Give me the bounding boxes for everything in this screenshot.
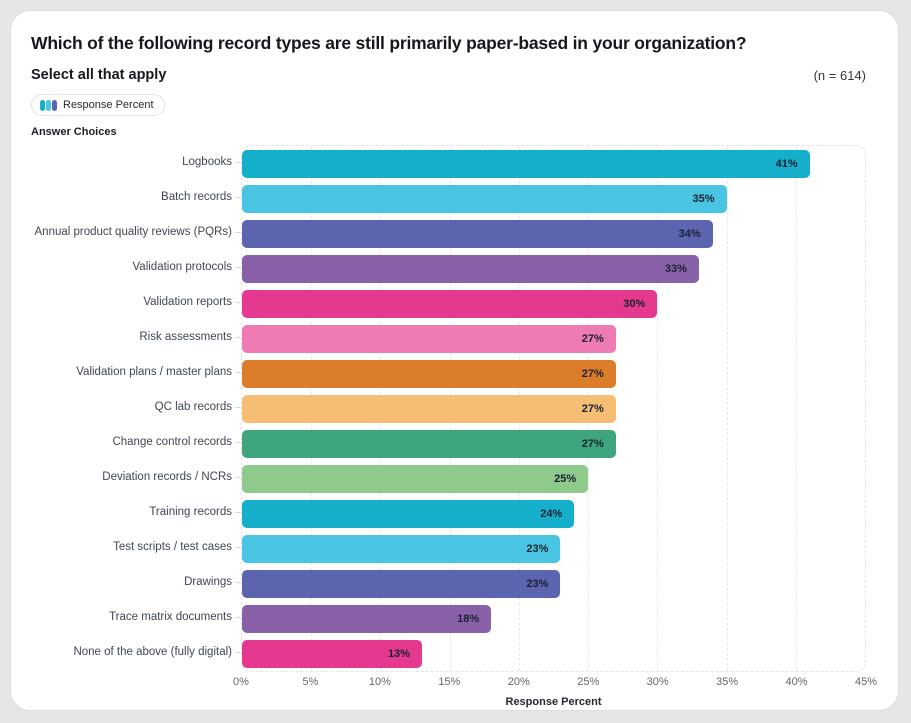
chart-body: Logbooks Batch records Annual product qual… [31, 145, 866, 672]
x-axis-title-spacer [31, 696, 241, 708]
sample-size: (n = 614) [813, 68, 866, 83]
gridline [795, 146, 797, 671]
bar-value-label: 30% [623, 297, 646, 310]
bar-row: 24% [242, 496, 865, 531]
category-label: None of the above (fully digital) [31, 635, 241, 670]
x-tick-label: 30% [646, 676, 669, 688]
x-axis-title: Response Percent [505, 696, 602, 708]
x-tick-label: 20% [507, 676, 530, 688]
x-tick-label: 25% [577, 676, 600, 688]
bar-value-label: 13% [387, 647, 410, 660]
bar-row: 30% [242, 286, 865, 321]
bar: 24% [242, 499, 575, 528]
bar: 35% [242, 184, 727, 213]
bar: 30% [242, 289, 658, 318]
x-axis: 0% 5% 10% 15% 20% 25% 30% 35% 40% 45% [31, 676, 877, 690]
bar-row: 33% [242, 251, 865, 286]
legend-icon-bar [40, 99, 45, 111]
category-label: Test scripts / test cases [31, 530, 241, 565]
category-label: Change control records [31, 425, 241, 460]
bar-chart: Logbooks Batch records Annual product qual… [31, 145, 877, 708]
x-axis-spacer [31, 676, 241, 690]
bar-row: 23% [242, 531, 865, 566]
bar-row: 23% [242, 566, 865, 601]
chart-title: Which of the following record types are … [31, 33, 747, 53]
bar-row: 27% [242, 426, 865, 461]
gridline [726, 146, 728, 671]
bar: 34% [242, 219, 713, 248]
category-label: Validation reports [31, 285, 241, 320]
x-axis-ticks: 0% 5% 10% 15% 20% 25% 30% 35% 40% 45% [233, 676, 877, 690]
chart-subtitle: Select all that apply [31, 67, 167, 83]
category-label: QC lab records [31, 390, 241, 425]
bar: 27% [242, 359, 616, 388]
bar-value-label: 27% [581, 437, 604, 450]
legend-pill[interactable]: Response Percent [31, 94, 165, 116]
bar-row: 13% [242, 636, 865, 671]
bar-row: 34% [242, 216, 865, 251]
category-labels-column: Logbooks Batch records Annual product qual… [31, 145, 241, 672]
bar: 27% [242, 429, 616, 458]
bar-value-label: 23% [526, 542, 549, 555]
category-label: Deviation records / NCRs [31, 460, 241, 495]
category-label: Risk assessments [31, 320, 241, 355]
category-label: Annual product quality reviews (PQRs) [31, 215, 241, 250]
bar-row: 41% [242, 146, 865, 181]
bar-row: 25% [242, 461, 865, 496]
category-label: Logbooks [31, 145, 241, 180]
bar-value-label: 27% [581, 332, 604, 345]
category-label: Training records [31, 495, 241, 530]
category-label: Validation protocols [31, 250, 241, 285]
bar-row: 27% [242, 321, 865, 356]
x-tick-label: 5% [302, 676, 319, 688]
bar-value-label: 24% [540, 507, 563, 520]
legend-icon-bar [52, 99, 57, 111]
bar-value-label: 27% [581, 402, 604, 415]
bar-row: 27% [242, 356, 865, 391]
category-label: Drawings [31, 565, 241, 600]
x-tick-label: 0% [233, 676, 249, 688]
bar: 23% [242, 534, 561, 563]
legend-label: Response Percent [63, 99, 154, 111]
bar-value-label: 34% [678, 227, 701, 240]
x-axis-title-row: Response Percent [31, 696, 866, 708]
bar-row: 18% [242, 601, 865, 636]
bar-chart-icon [40, 99, 57, 111]
bar: 27% [242, 324, 616, 353]
x-tick-label: 10% [368, 676, 391, 688]
bar: 27% [242, 394, 616, 423]
bar-value-label: 18% [457, 612, 480, 625]
subtitle-row: Select all that apply (n = 614) [31, 67, 866, 83]
bar-value-label: 41% [775, 157, 798, 170]
x-tick-label: 45% [854, 676, 878, 688]
bar-value-label: 23% [526, 577, 549, 590]
category-label: Validation plans / master plans [31, 355, 241, 390]
plot-area: 41% 35% 34% 33% 30% 27% 27% 27% 27% 25% 24% 23% 23% 1… [241, 145, 866, 672]
bar: 13% [242, 639, 422, 668]
bar: 25% [242, 464, 589, 493]
bar: 23% [242, 569, 561, 598]
legend-icon-bar [46, 99, 51, 111]
bar-value-label: 25% [554, 472, 577, 485]
bar-value-label: 33% [664, 262, 687, 275]
answer-choices-label: Answer Choices [31, 126, 117, 138]
category-label: Trace matrix documents [31, 600, 241, 635]
bar: 33% [242, 254, 699, 283]
bar: 18% [242, 604, 492, 633]
x-tick-label: 40% [785, 676, 808, 688]
gridline [657, 146, 659, 671]
bar-value-label: 27% [581, 367, 604, 380]
category-label: Batch records [31, 180, 241, 215]
x-tick-label: 35% [716, 676, 739, 688]
bar-row: 35% [242, 181, 865, 216]
bar-row: 27% [242, 391, 865, 426]
bar: 41% [242, 149, 810, 178]
bar-value-label: 35% [692, 192, 715, 205]
chart-card: Which of the following record types are … [10, 10, 899, 711]
x-tick-label: 15% [438, 676, 461, 688]
